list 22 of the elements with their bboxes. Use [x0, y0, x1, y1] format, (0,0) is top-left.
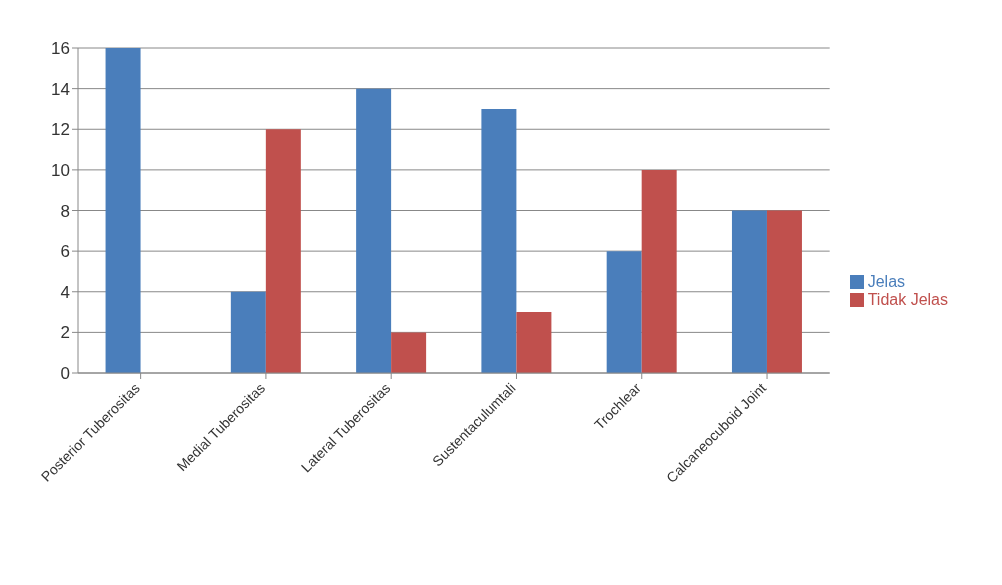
y-tick-label: 14 — [51, 79, 70, 99]
bar — [766, 210, 802, 373]
y-tick-label: 16 — [51, 39, 70, 59]
legend-label: Jelas — [867, 272, 906, 290]
bar — [356, 88, 392, 373]
legend-label: Tidak Jelas — [867, 290, 948, 308]
bar — [641, 169, 677, 373]
y-tick-label: 6 — [60, 242, 70, 262]
bar — [516, 312, 552, 373]
bar — [481, 108, 517, 373]
bar — [230, 291, 266, 373]
y-tick-label: 8 — [60, 201, 70, 221]
bar — [105, 48, 141, 373]
bar — [391, 332, 427, 373]
bar — [265, 129, 301, 373]
y-tick-label: 0 — [60, 364, 70, 384]
y-tick-label: 4 — [60, 282, 70, 302]
y-tick-label: 12 — [51, 120, 70, 140]
bar — [731, 210, 767, 373]
y-tick-label: 2 — [60, 323, 70, 343]
bar — [606, 251, 642, 373]
y-tick-label: 10 — [51, 160, 70, 180]
